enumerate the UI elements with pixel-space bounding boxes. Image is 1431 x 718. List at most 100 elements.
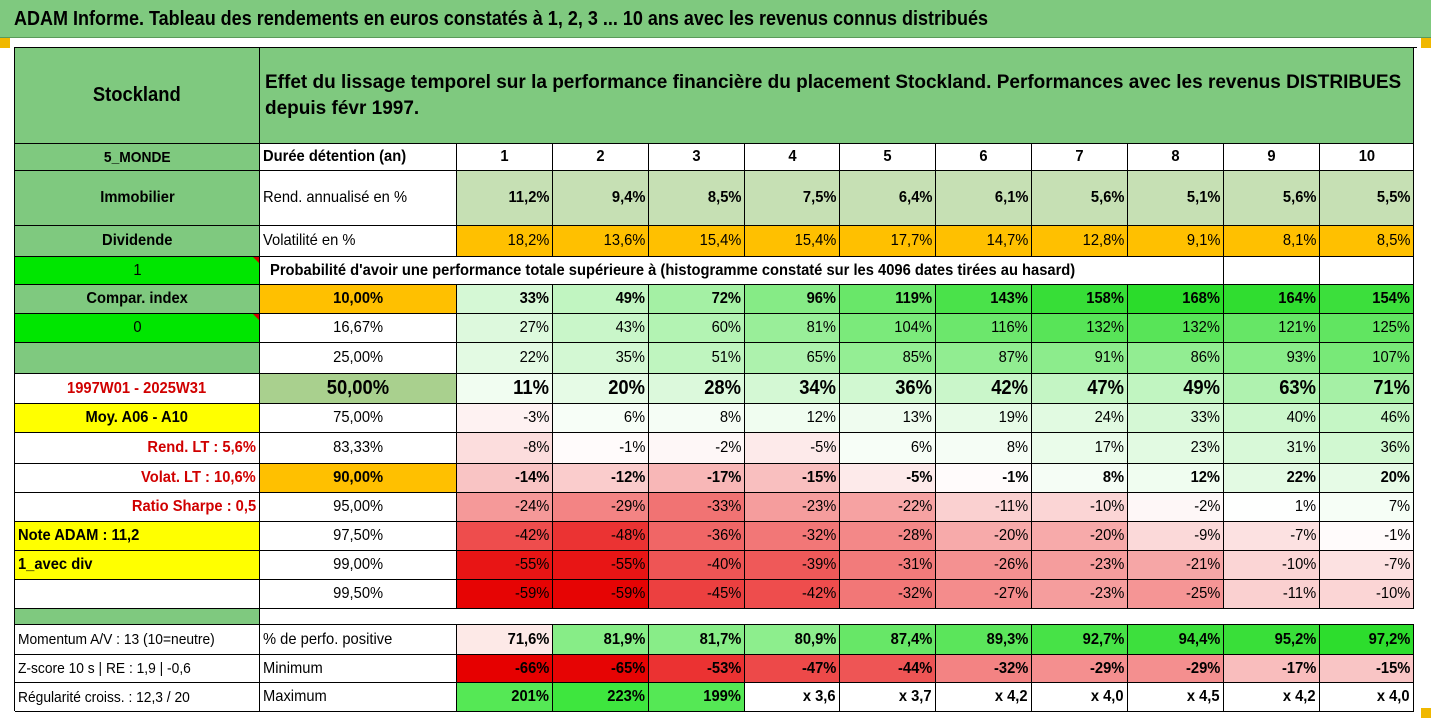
quantile-value-cell: 143%: [936, 285, 1032, 314]
quantile-value-cell: 104%: [840, 314, 936, 343]
quantile-label: 50,00%: [260, 374, 457, 404]
annualized-return-cell: 7,5%: [745, 171, 840, 226]
quantile-value-cell: 87%: [936, 343, 1032, 374]
quantile-value-cell: 65%: [745, 343, 840, 374]
quantile-value-cell: -25%: [1128, 580, 1224, 609]
year-header: 2: [553, 144, 649, 171]
quantile-value-cell: -36%: [649, 522, 745, 551]
positive-performance-label: % de perfo. positive: [260, 625, 457, 655]
quantile-value-cell: -8%: [457, 433, 553, 464]
dividend-flag-cell[interactable]: 1: [15, 257, 260, 285]
positive-performance-cell: 87,4%: [840, 625, 936, 655]
quantile-value-cell: -33%: [649, 493, 745, 522]
quantile-value-cell: 168%: [1128, 285, 1224, 314]
duration-header: Durée détention (an): [260, 144, 457, 171]
minimum-cell: -29%: [1032, 655, 1128, 683]
with-dividend-label: 1_avec div: [15, 551, 260, 580]
quantile-value-cell: 7%: [1320, 493, 1414, 522]
quantile-value-cell: 20%: [553, 374, 649, 404]
quantile-label: 25,00%: [260, 343, 457, 374]
positive-performance-cell: 92,7%: [1032, 625, 1128, 655]
volatility-cell: 13,6%: [553, 226, 649, 257]
annualized-return-cell: 6,1%: [936, 171, 1032, 226]
quantile-value-cell: -27%: [936, 580, 1032, 609]
year-header: 6: [936, 144, 1032, 171]
spacer-cell: [15, 609, 260, 625]
quantile-value-cell: 60%: [649, 314, 745, 343]
quantile-value-cell: -10%: [1320, 580, 1414, 609]
long-term-return: Rend. LT : 5,6%: [15, 433, 260, 464]
quantile-value-cell: 13%: [840, 404, 936, 433]
quantile-value-cell: 35%: [553, 343, 649, 374]
quantile-value-cell: -10%: [1032, 493, 1128, 522]
year-header: 7: [1032, 144, 1128, 171]
quantile-value-cell: 11%: [457, 374, 553, 404]
empty-cell: [15, 343, 260, 374]
quantile-value-cell: 125%: [1320, 314, 1414, 343]
quantile-value-cell: 8%: [936, 433, 1032, 464]
quantile-value-cell: 86%: [1128, 343, 1224, 374]
quantile-value-cell: -9%: [1128, 522, 1224, 551]
quantile-value-cell: -10%: [1224, 551, 1320, 580]
quantile-value-cell: 12%: [745, 404, 840, 433]
volatility-cell: 17,7%: [840, 226, 936, 257]
dividend-label: Dividende: [15, 226, 260, 257]
volatility-cell: 9,1%: [1128, 226, 1224, 257]
quantile-value-cell: 91%: [1032, 343, 1128, 374]
empty-cell: [15, 580, 260, 609]
maximum-cell: x 4,5: [1128, 683, 1224, 712]
quantile-value-cell: 164%: [1224, 285, 1320, 314]
quantile-value-cell: -23%: [1032, 551, 1128, 580]
corner-marker: [1421, 38, 1431, 48]
quantile-value-cell: 33%: [1128, 404, 1224, 433]
maximum-cell: 199%: [649, 683, 745, 712]
quantile-value-cell: 20%: [1320, 464, 1414, 493]
quantile-value-cell: -22%: [840, 493, 936, 522]
minimum-cell: -15%: [1320, 655, 1414, 683]
quantile-value-cell: -20%: [1032, 522, 1128, 551]
quantile-value-cell: 116%: [936, 314, 1032, 343]
quantile-value-cell: 23%: [1128, 433, 1224, 464]
maximum-label: Maximum: [260, 683, 457, 712]
compar-index-label: Compar. index: [15, 285, 260, 314]
annualized-return-cell: 8,5%: [649, 171, 745, 226]
quantile-value-cell: -42%: [457, 522, 553, 551]
quantile-value-cell: 12%: [1128, 464, 1224, 493]
quantile-value-cell: 85%: [840, 343, 936, 374]
probability-header: Probabilité d'avoir une performance tota…: [260, 257, 1224, 285]
compar-index-flag-cell[interactable]: 0: [15, 314, 260, 343]
quantile-value-cell: 8%: [649, 404, 745, 433]
quantile-value-cell: 72%: [649, 285, 745, 314]
quantile-value-cell: -59%: [553, 580, 649, 609]
corner-marker: [1421, 708, 1431, 718]
quantile-value-cell: 1%: [1224, 493, 1320, 522]
quantile-value-cell: 132%: [1032, 314, 1128, 343]
quantile-value-cell: -40%: [649, 551, 745, 580]
quantile-value-cell: 49%: [553, 285, 649, 314]
quantile-value-cell: -29%: [553, 493, 649, 522]
performance-table: Stockland Effet du lissage temporel sur …: [14, 47, 1417, 712]
quantile-value-cell: 22%: [457, 343, 553, 374]
positive-performance-cell: 80,9%: [745, 625, 840, 655]
maximum-cell: 223%: [553, 683, 649, 712]
quantile-label: 10,00%: [260, 285, 457, 314]
quantile-value-cell: -15%: [745, 464, 840, 493]
quantile-value-cell: 6%: [840, 433, 936, 464]
positive-performance-cell: 81,7%: [649, 625, 745, 655]
quantile-label: 95,00%: [260, 493, 457, 522]
quantile-value-cell: 22%: [1224, 464, 1320, 493]
annualized-return-cell: 5,1%: [1128, 171, 1224, 226]
volatility-cell: 12,8%: [1032, 226, 1128, 257]
asset-name: Stockland: [15, 48, 260, 144]
minimum-cell: -47%: [745, 655, 840, 683]
zscore-label: Z-score 10 s | RE : 1,9 | -0,6: [15, 655, 260, 683]
quantile-value-cell: -2%: [1128, 493, 1224, 522]
year-header: 9: [1224, 144, 1320, 171]
quantile-value-cell: 17%: [1032, 433, 1128, 464]
quantile-value-cell: -1%: [1320, 522, 1414, 551]
quantile-label: 75,00%: [260, 404, 457, 433]
quantile-value-cell: 36%: [1320, 433, 1414, 464]
quantile-value-cell: -55%: [457, 551, 553, 580]
quantile-value-cell: -11%: [1224, 580, 1320, 609]
quantile-label: 99,50%: [260, 580, 457, 609]
